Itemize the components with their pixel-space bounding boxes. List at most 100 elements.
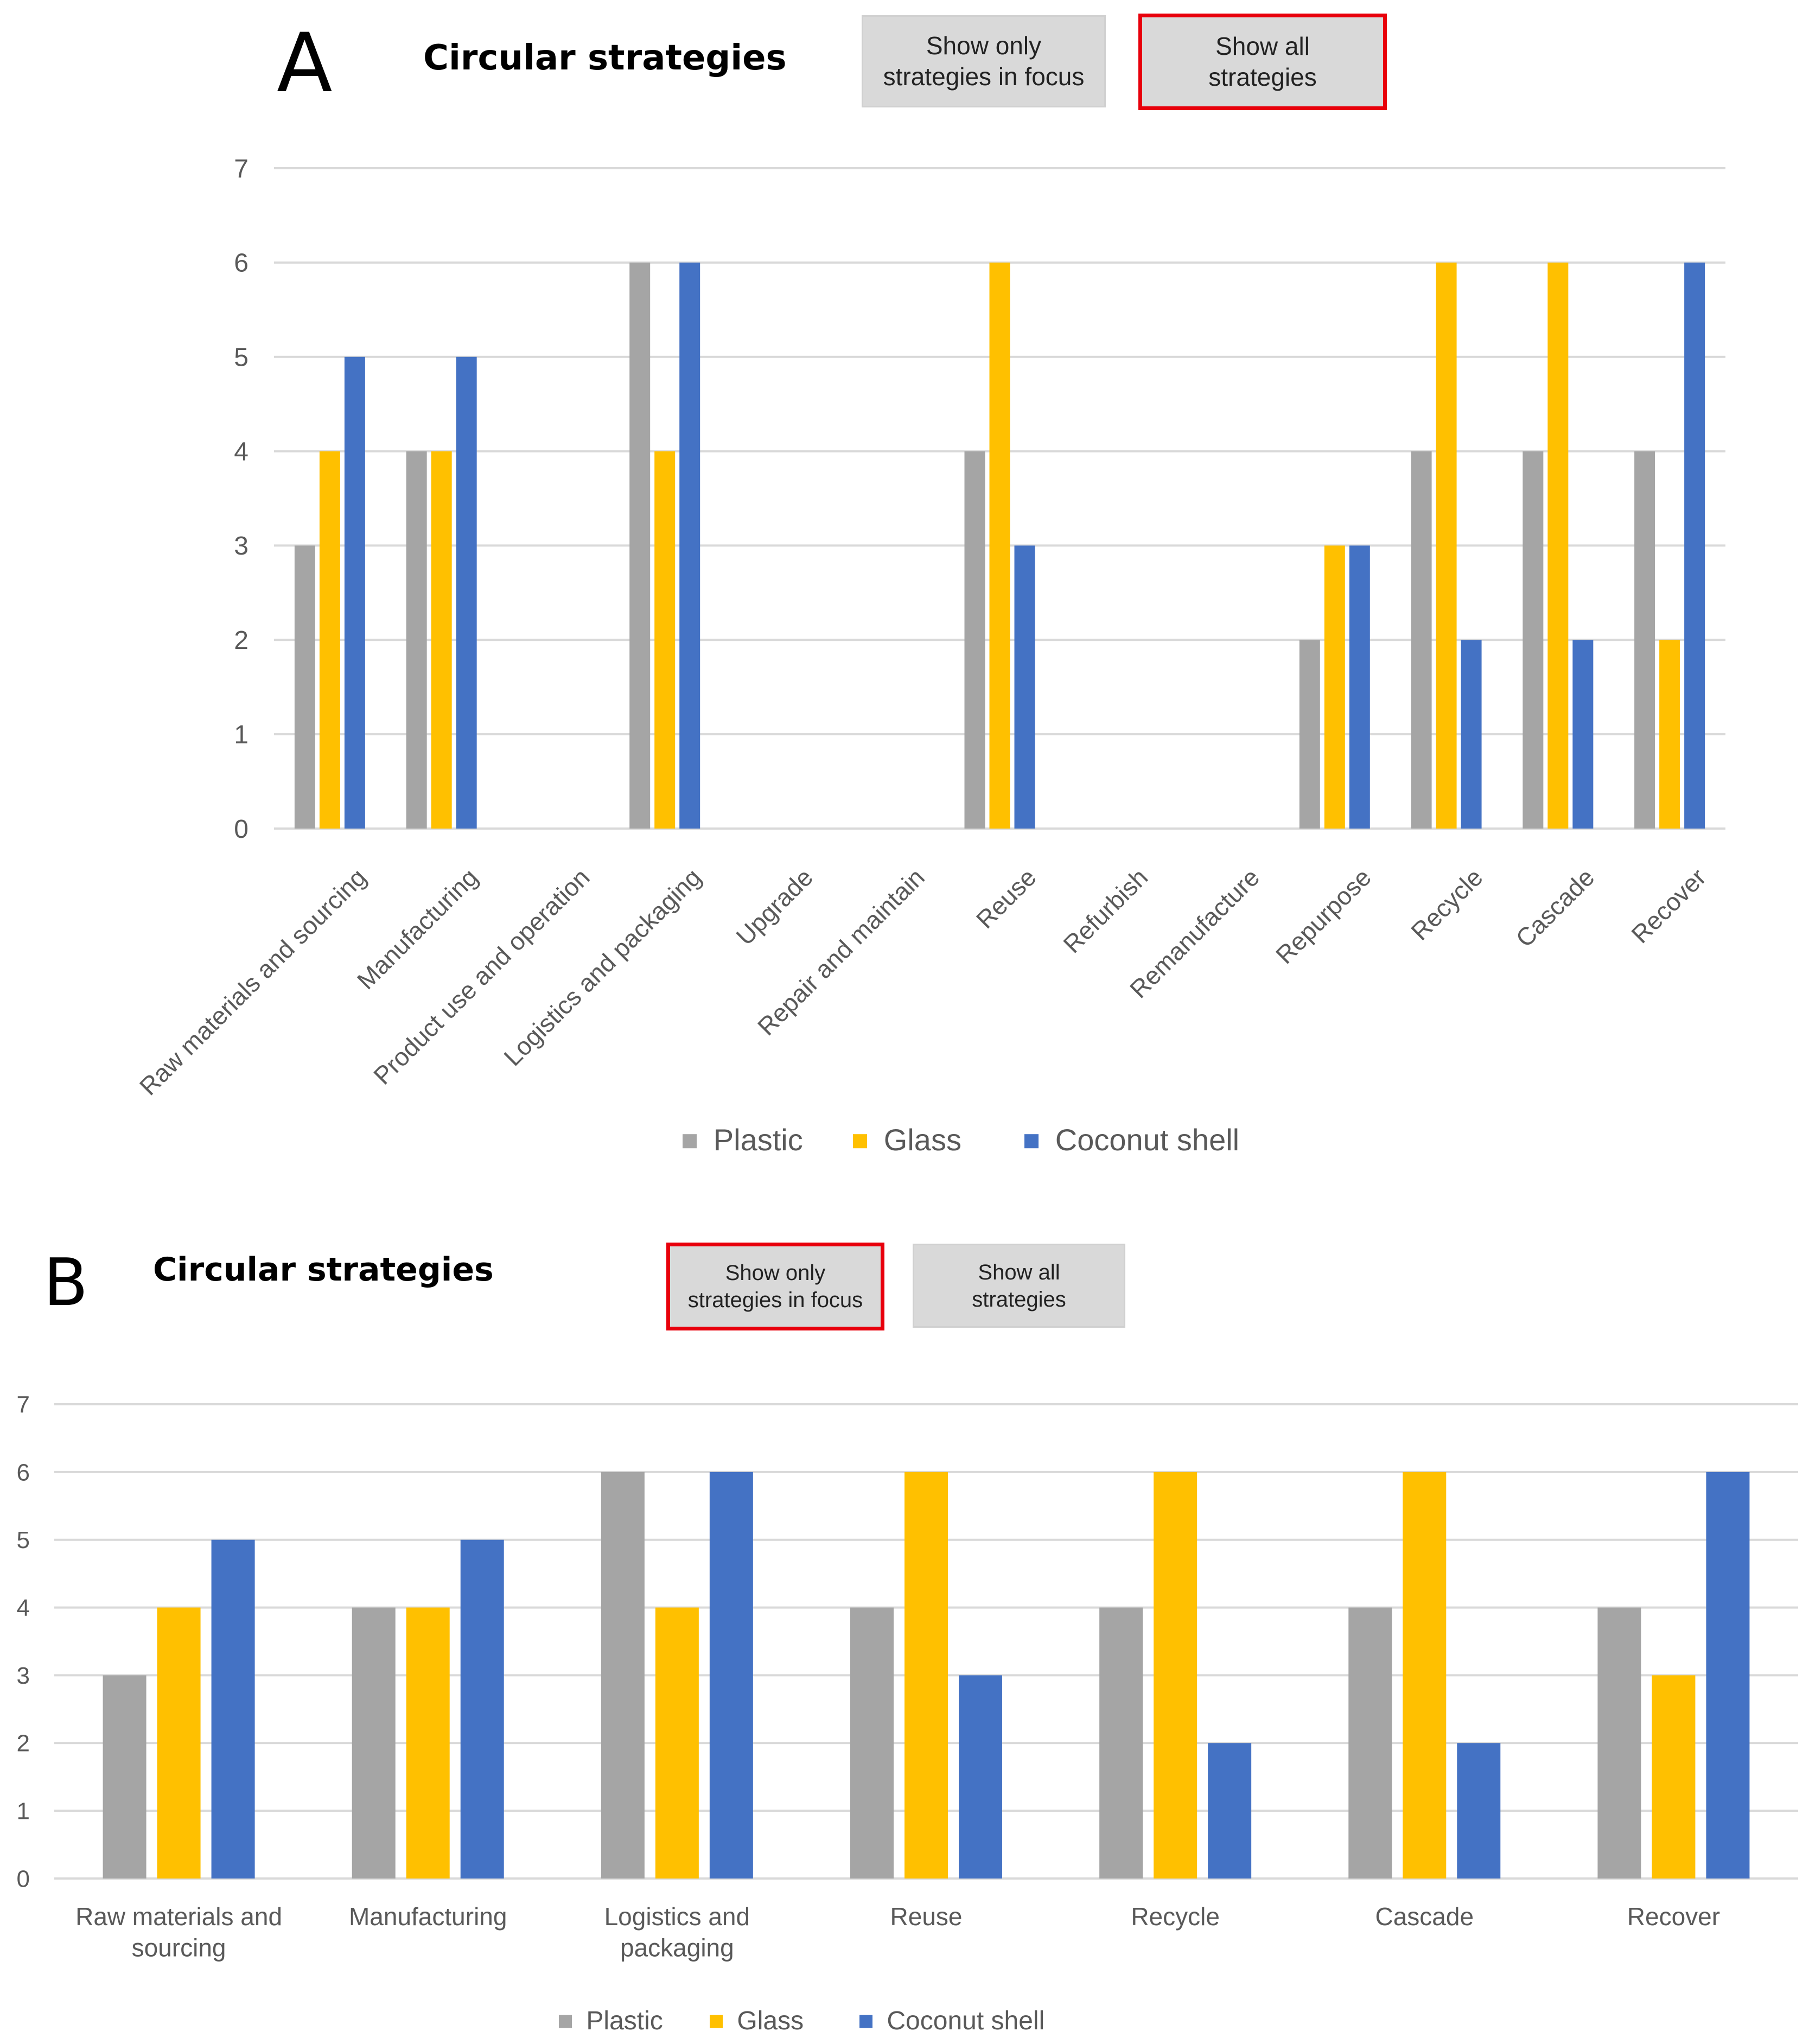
legend-label: Glass — [737, 2007, 804, 2035]
legend-swatch — [859, 2015, 872, 2028]
x-tick-label: Reuse — [971, 863, 1042, 934]
bar — [1523, 451, 1544, 829]
bar — [850, 1607, 894, 1879]
bar — [1348, 1607, 1392, 1879]
bar — [1597, 1607, 1641, 1879]
bar — [294, 545, 315, 829]
bar — [211, 1539, 255, 1879]
bar — [1208, 1743, 1252, 1879]
bar — [352, 1607, 396, 1879]
legend-swatch — [853, 1134, 867, 1149]
x-tick-label: packaging — [620, 1934, 734, 1962]
y-tick-label: 0 — [17, 1865, 30, 1892]
bar — [1349, 545, 1370, 829]
y-tick-label: 1 — [17, 1798, 30, 1825]
bar — [1652, 1675, 1696, 1879]
bar — [1634, 451, 1655, 829]
y-tick-label: 3 — [234, 532, 249, 561]
legend-swatch — [1024, 1134, 1039, 1149]
bar — [1706, 1472, 1750, 1879]
bar — [989, 262, 1010, 829]
x-tick-label: Cascade — [1375, 1902, 1474, 1931]
x-tick-label: sourcing — [132, 1934, 226, 1962]
legend-swatch — [710, 2015, 723, 2028]
x-tick-label: Repurpose — [1270, 863, 1377, 969]
bar — [655, 1607, 699, 1879]
bar-chart: 0 1 2 3 4 5 6 7 Raw materials and sourcing Manufac… — [17, 1391, 1798, 2035]
bar — [1014, 545, 1035, 829]
legend-label: Glass — [884, 1123, 961, 1157]
y-tick-label: 3 — [17, 1663, 30, 1689]
bar — [406, 1607, 450, 1879]
bar — [406, 451, 427, 829]
x-tick-label: Logistics and — [604, 1902, 750, 1931]
bar — [629, 262, 651, 829]
y-tick-label: 0 — [234, 815, 249, 844]
y-tick-label: 1 — [234, 721, 249, 749]
bar — [460, 1539, 504, 1879]
legend-label: Plastic — [714, 1123, 803, 1157]
bar — [601, 1472, 645, 1879]
bar — [904, 1472, 948, 1879]
bar — [654, 451, 676, 829]
x-tick-label: Raw materials and sourcing — [134, 863, 372, 1100]
show-all-strategies-button[interactable]: Show all strategies — [1138, 14, 1387, 110]
bar — [157, 1607, 201, 1879]
y-tick-label: 2 — [17, 1730, 30, 1757]
bar — [1684, 262, 1705, 829]
legend-swatch — [683, 1134, 697, 1149]
x-tick-label: Recycle — [1131, 1902, 1220, 1931]
show-all-strategies-button[interactable]: Show all strategies — [913, 1244, 1125, 1328]
y-tick-label: 6 — [17, 1459, 30, 1486]
x-tick-label: Reuse — [890, 1902, 963, 1931]
bar — [1457, 1743, 1501, 1879]
bar — [1572, 640, 1594, 829]
legend-label: Coconut shell — [887, 2007, 1044, 2035]
bar — [1411, 451, 1432, 829]
bar — [103, 1675, 146, 1879]
bar — [431, 451, 452, 829]
y-tick-label: 4 — [234, 437, 249, 466]
bar — [1436, 262, 1457, 829]
bar — [1403, 1472, 1447, 1879]
panel-letter: B — [43, 1245, 88, 1321]
bar — [679, 262, 700, 829]
panel-letter: A — [277, 16, 333, 111]
x-tick-label: Raw materials and — [75, 1902, 282, 1931]
show-focus-strategies-button[interactable]: Show only strategies in focus — [666, 1243, 884, 1330]
y-tick-label: 2 — [234, 626, 249, 655]
x-tick-label: Upgrade — [730, 863, 818, 951]
chart-title: Circular strategies — [423, 38, 787, 78]
show-focus-strategies-button[interactable]: Show only strategies in focus — [862, 15, 1106, 107]
panel-b: B Circular strategies Show only strategi… — [0, 1215, 1809, 2044]
chart-title: Circular strategies — [153, 1251, 494, 1289]
bar — [319, 451, 340, 829]
y-tick-label: 6 — [234, 249, 249, 278]
x-tick-label: Refurbish — [1058, 863, 1153, 958]
legend-label: Plastic — [586, 2007, 663, 2035]
bar — [964, 451, 985, 829]
bar — [1099, 1607, 1143, 1879]
x-tick-label: Recover — [1626, 863, 1711, 948]
x-tick-label: Logistics and packaging — [498, 863, 706, 1071]
bar — [1659, 640, 1680, 829]
x-tick-label: Cascade — [1510, 863, 1600, 952]
bar — [456, 356, 477, 829]
panel-a: A Circular strategies Show only strategi… — [134, 14, 1725, 1157]
y-tick-label: 7 — [234, 155, 249, 183]
legend-label: Coconut shell — [1055, 1123, 1239, 1157]
bar — [1461, 640, 1482, 829]
x-tick-label: Product use and operation — [368, 863, 595, 1090]
bar — [1324, 545, 1345, 829]
legend-swatch — [559, 2015, 572, 2028]
x-tick-label: Recycle — [1405, 863, 1488, 945]
bar — [709, 1472, 753, 1879]
y-tick-label: 5 — [17, 1527, 30, 1553]
x-tick-label: Manufacturing — [349, 1902, 507, 1931]
bar — [1299, 640, 1320, 829]
y-tick-label: 7 — [17, 1391, 30, 1418]
bar — [344, 356, 365, 829]
y-tick-label: 5 — [234, 343, 249, 372]
bar — [1154, 1472, 1197, 1879]
